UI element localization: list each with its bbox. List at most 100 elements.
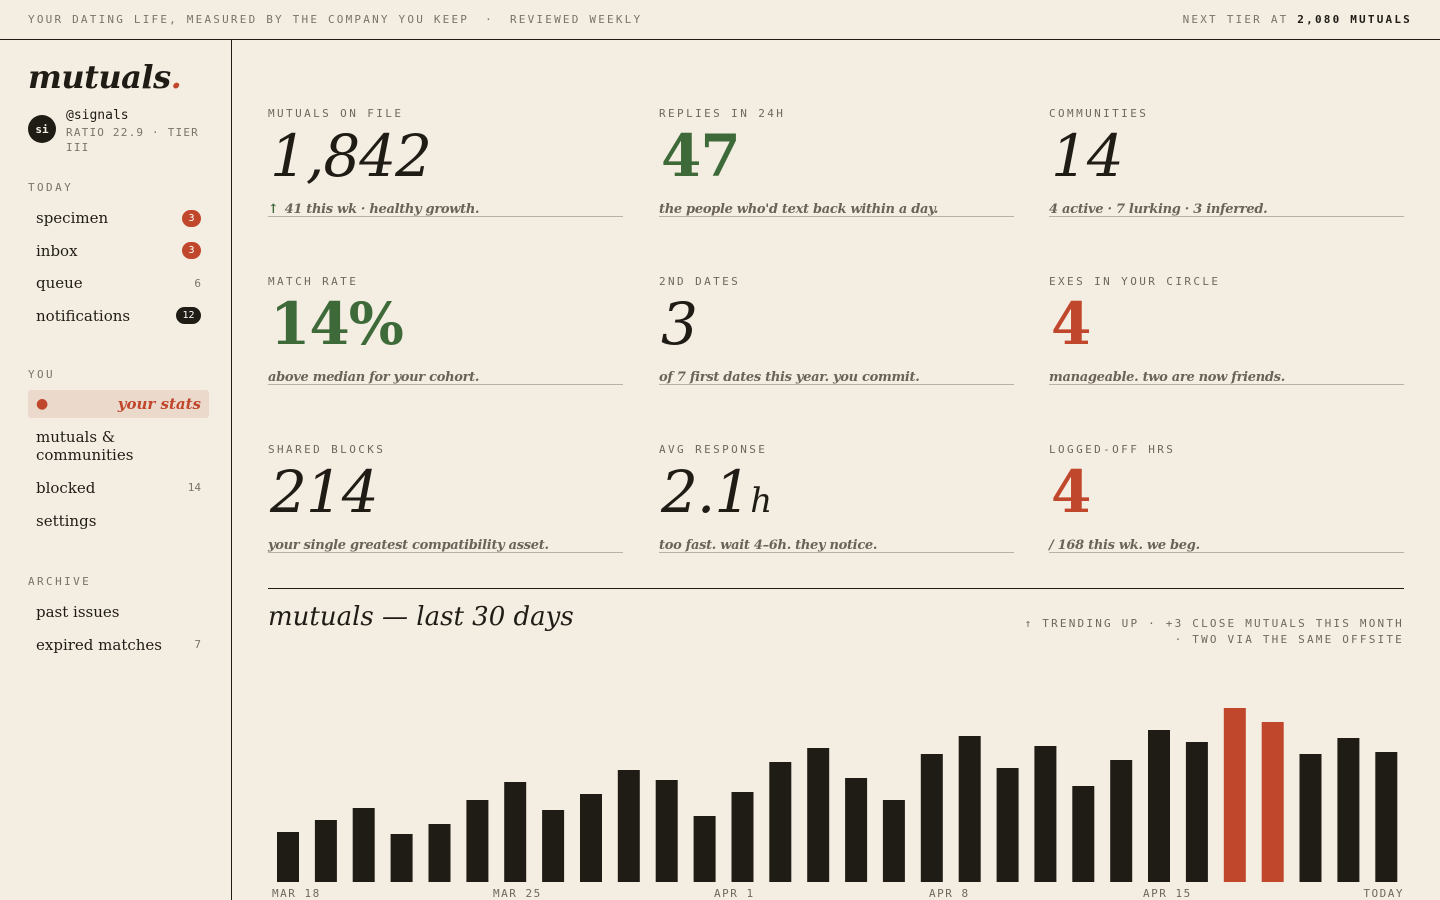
chart-bar [1072,786,1095,882]
item-count: 6 [194,276,201,290]
logo-text: mutuals [28,58,171,96]
stat-value: 4 [1051,458,1091,526]
stat-label: AVG RESPONSE [659,443,768,456]
count-badge: 3 [182,209,201,227]
chart-bar [1375,752,1398,882]
sidebar-item-blocked[interactable]: blocked 14 [28,474,209,502]
chart-bar [314,820,337,882]
tagline-text: YOUR DATING LIFE, MEASURED BY THE COMPAN… [28,13,470,26]
stat-value: 14% [270,290,404,358]
count-badge: 12 [176,307,201,324]
sidebar-item-your-stats[interactable]: ● your stats [28,389,209,418]
stat-note: your single greatest compatibility asset… [268,538,549,553]
section-label-today: TODAY [28,181,74,194]
x-tick-label: MAR 25 [493,887,542,900]
nav-archive: past issues expired matches 7 [28,598,209,659]
sidebar-item-label: past issues [36,602,120,621]
chart-title: mutuals — last 30 days [268,602,574,632]
avatar: si [28,115,56,143]
stat-label: REPLIES IN 24H [659,107,786,120]
stat-label: MUTUALS ON FILE [268,107,404,120]
chart-bar [958,736,981,882]
active-bullet-icon: ● [36,395,49,412]
sidebar-item-settings[interactable]: settings [28,507,209,535]
chart-bar [882,800,905,882]
logo-dot: . [170,58,182,96]
stat-label: LOGGED-OFF HRS [1049,443,1176,456]
section-label-archive: ARCHIVE [28,574,92,588]
x-tick-label: APR 8 [929,887,970,900]
sidebar-item-specimen[interactable]: specimen 3 [28,204,209,232]
chart-bar [996,768,1019,882]
sidebar-item-label: expired matches [36,635,162,654]
chart-bar [1185,742,1208,882]
stat-value: 1,842 [270,122,432,190]
chart-bar [580,794,602,882]
nav-today: specimen 3 inbox 3 queue 6 notifications… [28,204,209,330]
stat-value: 3 [661,290,698,358]
stat-2nd-dates: 2ND DATES 3 of 7 first dates this year. … [659,240,1014,385]
sidebar-item-expired-matches[interactable]: expired matches 7 [28,631,209,659]
stat-note: manageable. two are now friends. [1049,370,1285,385]
chart-bar [277,832,299,882]
stat-exes-in-circle: EXES IN YOUR CIRCLE 4 manageable. two ar… [1049,240,1404,385]
review-cadence: REVIEWED WEEKLY [509,13,643,26]
chart-bar [1261,722,1284,882]
x-tick-label: MAR 18 [272,887,321,900]
chart-bar [655,780,678,882]
chart-bar [504,782,527,882]
sidebar-item-past-issues[interactable]: past issues [28,598,209,626]
stat-label: SHARED BLOCKS [268,443,386,456]
sidebar: mutuals. si @signals RATIO 22.9 · TIER I… [0,40,232,900]
x-tick-label: APR 1 [714,887,755,900]
chart-meta-line-2: · TWO VIA THE SAME OFFSITE [1174,633,1404,646]
tagline-separator: · [485,13,494,26]
top-bar: YOUR DATING LIFE, MEASURED BY THE COMPAN… [0,0,1440,40]
stat-note: ↑ 41 this wk · healthy growth. [268,202,480,217]
x-tick-label: APR 15 [1143,887,1192,900]
chart-bar [920,754,943,882]
chart-bar [1034,746,1057,882]
stat-value-unit: h [750,481,772,521]
sidebar-item-label: specimen [36,209,109,227]
stat-logged-off-hrs: LOGGED-OFF HRS 4 / 168 this wk. we beg. [1049,408,1404,553]
sidebar-item-queue[interactable]: queue 6 [28,269,209,297]
sidebar-item-inbox[interactable]: inbox 3 [28,237,209,265]
stat-communities: COMMUNITIES 14 4 active · 7 lurking · 3 … [1049,72,1404,217]
stat-value: 14 [1051,122,1124,190]
sidebar-item-mutuals-communities[interactable]: mutuals & communities [28,423,209,469]
chart-bar [845,778,868,882]
x-tick-label: TODAY [1363,887,1404,900]
user-info: @signals RATIO 22.9 · TIER III [66,108,209,155]
sidebar-item-notifications[interactable]: notifications 12 [28,302,209,330]
user-card[interactable]: si @signals RATIO 22.9 · TIER III [28,108,209,155]
logo[interactable]: mutuals. [28,58,209,96]
section-label-you: YOU [28,367,56,381]
user-handle: @signals [66,108,129,123]
x-axis-labels: MAR 18 MAR 25 APR 1 APR 8 APR 15 TODAY [268,887,1404,900]
chart-bar [466,800,489,882]
stat-replies-24h: REPLIES IN 24H 47 the people who'd text … [659,72,1014,217]
chart-bar [390,834,413,882]
stat-label: EXES IN YOUR CIRCLE [1049,275,1221,288]
next-tier: NEXT TIER AT 2,080 MUTUALS [1183,13,1412,26]
chart-meta: ↑ TRENDING UP · +3 CLOSE MUTUALS THIS MO… [984,616,1404,648]
chart-bar [731,792,754,882]
chart-bar [807,748,830,882]
stat-note: above median for your cohort. [268,370,480,385]
stat-value: 47 [661,122,741,190]
count-badge: 3 [182,242,201,259]
stat-note: too fast. wait 4–6h. they notice. [659,538,878,553]
sidebar-item-label: settings [36,511,97,530]
item-count: 7 [194,638,201,651]
stat-note-text: 41 this wk · healthy growth. [284,202,480,217]
stat-note: of 7 first dates this year. you commit. [659,370,920,385]
chart-bar [1223,708,1246,882]
stat-mutuals-on-file: MUTUALS ON FILE 1,842 ↑ 41 this wk · heal… [268,72,623,217]
bar-chart-svg [277,708,1398,882]
stat-shared-blocks: SHARED BLOCKS 214 your single greatest c… [268,408,623,553]
stat-note: / 168 this wk. we beg. [1049,538,1200,553]
stat-note: 4 active · 7 lurking · 3 inferred. [1049,202,1268,217]
chart-bar [769,762,792,882]
user-ratio: RATIO 22.9 · TIER III [66,126,199,154]
